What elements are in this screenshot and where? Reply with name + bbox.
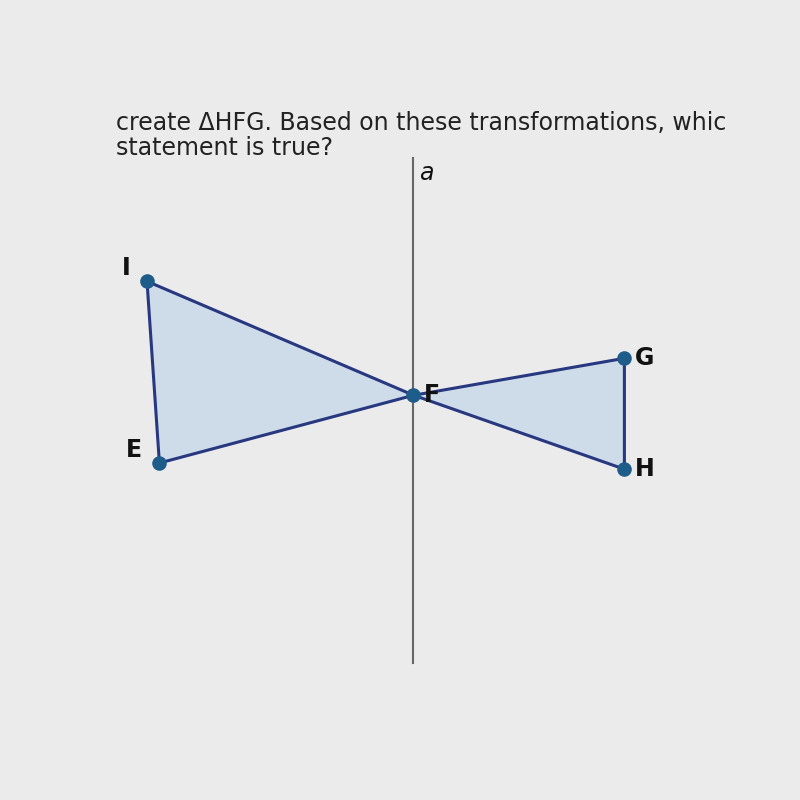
Text: H: H: [635, 457, 655, 481]
Point: [140, 274, 153, 287]
Text: a: a: [419, 161, 434, 185]
Point: [618, 462, 630, 475]
Text: F: F: [424, 382, 440, 406]
Point: [618, 351, 630, 364]
Text: E: E: [126, 438, 142, 462]
Text: create ΔHFG. Based on these transformations, whic: create ΔHFG. Based on these transformati…: [115, 111, 726, 135]
Text: G: G: [635, 346, 654, 370]
Point: [406, 388, 419, 401]
Text: statement is true?: statement is true?: [115, 136, 333, 160]
Text: I: I: [122, 257, 131, 281]
Point: [153, 456, 166, 469]
